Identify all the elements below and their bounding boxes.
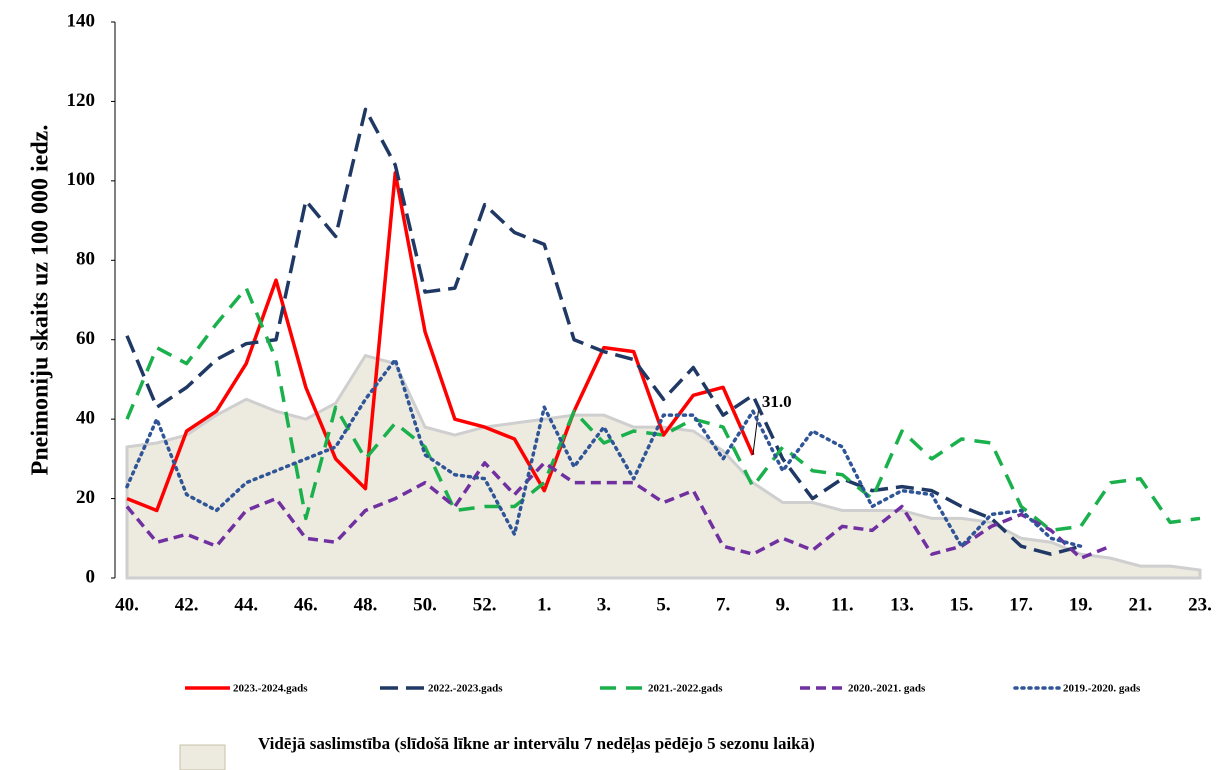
y-tick-label: 100 xyxy=(67,169,96,190)
x-tick-label: 21. xyxy=(1129,594,1153,615)
legend-label: 2020.-2021. gads xyxy=(848,683,926,695)
legend-label: 2019.-2020. gads xyxy=(1063,683,1141,695)
x-tick-label: 9. xyxy=(776,594,790,615)
y-tick-label: 80 xyxy=(76,249,95,270)
data-label: 31.0 xyxy=(762,392,792,411)
x-tick-label: 7. xyxy=(716,594,730,615)
label-leader xyxy=(752,406,760,455)
legend-swatch xyxy=(179,744,226,770)
x-tick-label: 44. xyxy=(234,594,258,615)
y-tick-label: 40 xyxy=(76,408,95,429)
legend-label: 2021.-2022.gads xyxy=(648,683,723,695)
x-tick-label: 40. xyxy=(115,594,139,615)
x-tick-label: 17. xyxy=(1009,594,1033,615)
y-tick-label: 120 xyxy=(67,90,96,111)
y-tick-label: 140 xyxy=(67,10,96,31)
x-tick-label: 46. xyxy=(294,594,318,615)
x-tick-label: 5. xyxy=(656,594,670,615)
x-tick-label: 13. xyxy=(890,594,914,615)
y-tick-label: 20 xyxy=(76,487,95,508)
series-line xyxy=(125,357,1083,548)
series-line xyxy=(125,107,1082,556)
series-line xyxy=(125,461,1112,560)
legend-label: 2023.-2024.gads xyxy=(233,683,308,695)
x-tick-label: 15. xyxy=(950,594,974,615)
x-tick-label: 52. xyxy=(473,594,497,615)
x-tick-label: 23. xyxy=(1188,594,1212,615)
legend-label: 2022.-2023.gads xyxy=(428,683,503,695)
x-tick-label: 42. xyxy=(175,594,199,615)
y-tick-label: 0 xyxy=(86,566,96,587)
y-tick-label: 60 xyxy=(76,328,95,349)
series-line xyxy=(125,286,1201,533)
x-tick-label: 3. xyxy=(597,594,611,615)
legend-label: Vidējā saslimstība (slīdošā līkne ar int… xyxy=(258,734,815,754)
x-tick-label: 50. xyxy=(413,594,437,615)
x-tick-label: 1. xyxy=(537,594,551,615)
y-axis-title: Pneimoniju skaits uz 100 000 iedz. xyxy=(28,125,54,476)
x-tick-label: 48. xyxy=(354,594,378,615)
x-tick-label: 11. xyxy=(831,594,854,615)
average-area xyxy=(125,353,1202,580)
series-line xyxy=(126,171,755,513)
x-tick-label: 19. xyxy=(1069,594,1093,615)
